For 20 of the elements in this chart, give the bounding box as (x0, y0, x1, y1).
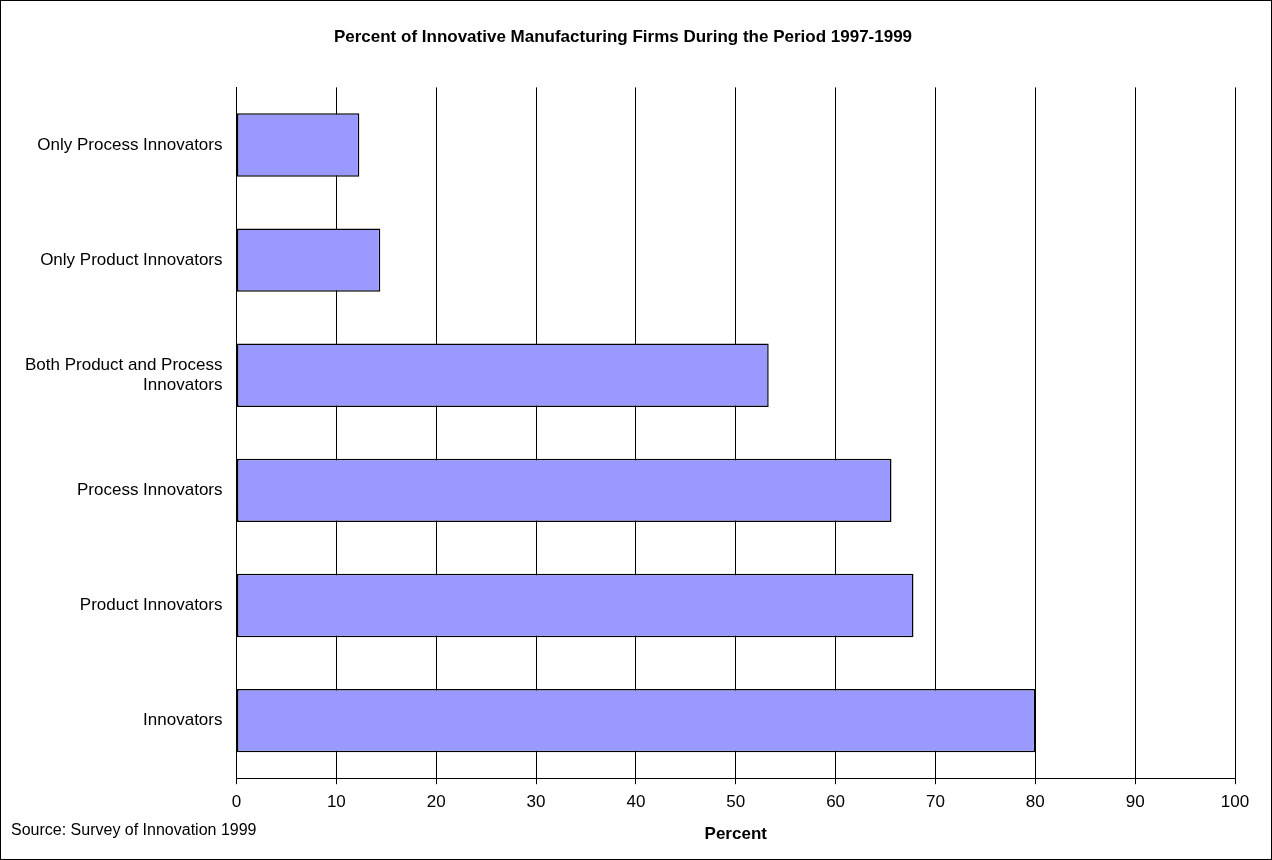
x-tick-label: 30 (526, 792, 546, 812)
x-tick-label: 90 (1125, 792, 1145, 812)
x-tick-label: 10 (326, 792, 346, 812)
y-tick-label: Product Innovators (79, 595, 223, 615)
y-tick-label: Process Innovators (76, 480, 223, 500)
y-tick-label: Both Product and Process Innovators (24, 354, 223, 395)
source-note: Source: Survey of Innovation 1999 (11, 821, 257, 839)
x-tick-label: 80 (1025, 792, 1045, 812)
x-tick-label: 50 (726, 792, 746, 812)
y-tick-label: Only Process Innovators (37, 134, 223, 154)
x-tick-label: 60 (826, 792, 846, 812)
y-tick-label: Only Product Innovators (40, 249, 223, 269)
x-tick-label: 70 (925, 792, 945, 812)
y-tick-label: Innovators (143, 710, 223, 730)
chart-title: Percent of Innovative Manufacturing Firms During the Period 1997-1999 (333, 26, 913, 46)
x-axis-title: Percent (704, 824, 768, 844)
x-tick-label: 100 (1220, 792, 1250, 812)
x-tick-label: 0 (231, 792, 242, 812)
x-tick-label: 40 (626, 792, 646, 812)
x-tick-label: 20 (426, 792, 446, 812)
